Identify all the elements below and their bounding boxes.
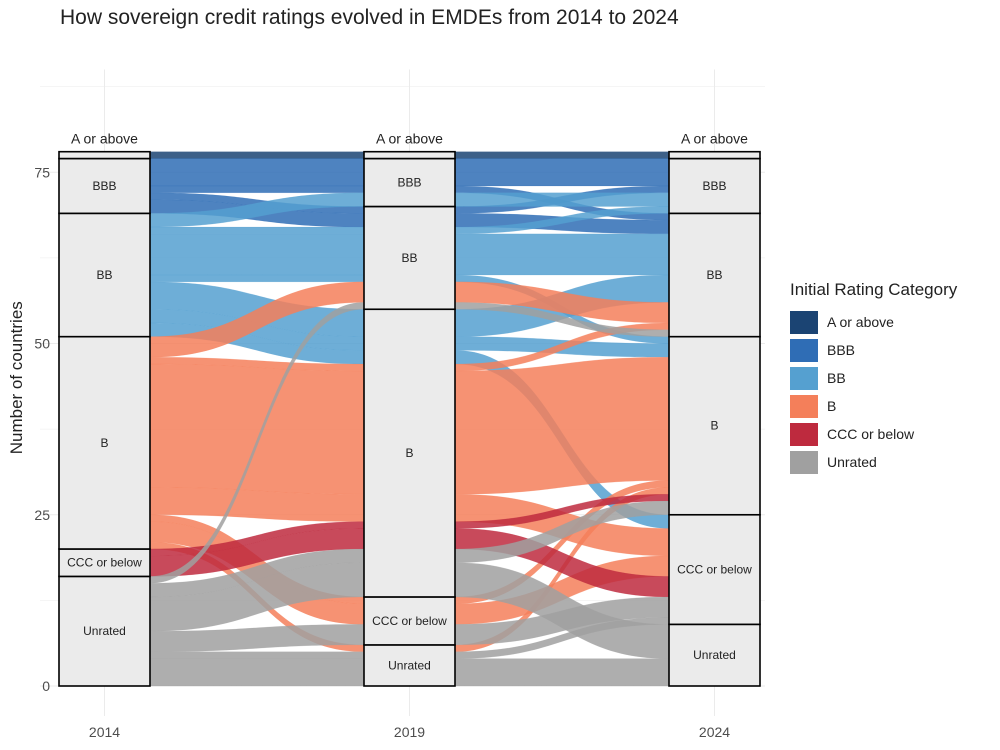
stratum-label: Unrated [83,624,126,638]
flow-ribbon [454,658,670,687]
stratum-box [363,150,456,160]
stratum-box [668,157,761,215]
legend-swatch [790,422,818,446]
flow-ribbon [149,233,365,276]
legend-swatch [790,450,818,474]
flow-ribbon [149,274,365,283]
stratum-label: A or above [71,131,138,147]
stratum-box [58,575,151,687]
legend-label: Unrated [827,454,877,470]
legend: Initial Rating Category A or above BBB BB B… [790,280,957,476]
flow-ribbon [454,233,670,276]
legend-swatch [790,366,818,390]
legend-label: CCC or below [827,426,915,442]
stratum-label: BB [706,268,722,282]
flow-ribbon [454,192,670,207]
flow-ribbon [149,151,365,159]
legend-label: BB [827,370,846,386]
legend-swatch [790,310,818,334]
legend-item: A or above [790,308,957,336]
stratum-label: CCC or below [67,556,142,570]
stratum-label: BB [96,268,112,282]
chart-title: How sovereign credit ratings evolved in … [60,6,679,29]
x-tick-label: 2019 [394,724,425,740]
flows [149,151,670,687]
stratum-label: BBB [92,179,116,193]
stratum-label: CCC or below [372,614,447,628]
legend-item: BBB [790,336,957,364]
stratum-label: A or above [376,131,443,147]
stratum-box [668,150,761,160]
flow-ribbon [454,158,670,187]
stratum-box [668,623,761,687]
y-tick-label: 0 [42,678,50,694]
stratum-box [668,335,761,516]
stratum-box [668,212,761,338]
stratum-label: BBB [702,179,726,193]
stratum-box [363,157,456,208]
legend-item: BB [790,364,957,392]
stratum-label: B [710,419,718,433]
flow-ribbon [149,158,365,187]
stratum-label: Unrated [693,648,736,662]
flow-ribbon [149,651,365,659]
flow-ribbon [149,226,365,235]
stratum-box [58,335,151,550]
legend-item: CCC or below [790,420,957,448]
flow-ribbon [149,658,365,687]
stratum-label: A or above [681,131,748,147]
legend-label: BBB [827,342,856,358]
stratum-box [363,308,456,598]
y-tick-label: 75 [34,164,50,180]
x-tick-label: 2024 [699,724,730,740]
stratum-label: BBB [397,176,421,190]
stratum-box [58,548,151,578]
stratum-label: B [405,446,413,460]
y-axis-title: Number of countries [7,301,26,454]
flow-ribbon [149,363,365,495]
legend-label: A or above [827,314,894,330]
flow-ribbon [454,151,670,159]
stratum-label: CCC or below [677,563,752,577]
stratum-box [668,513,761,626]
y-tick-label: 25 [34,507,50,523]
flow-ribbon [149,185,365,194]
legend-item: Unrated [790,448,957,476]
stratum-box [58,157,151,215]
legend-title: Initial Rating Category [790,280,958,299]
stratum-box [58,150,151,160]
legend-swatch [790,394,818,418]
stratum-label: Unrated [388,658,431,672]
legend-label: B [827,398,837,414]
legend-swatch [790,338,818,362]
y-tick-label: 50 [34,336,50,352]
legend-items: A or above BBB BB B CCC or below Unrated [790,308,957,476]
y-axis: 0 25 50 75 [34,164,50,694]
stratum-label: BB [401,251,417,265]
stratum-label: B [100,436,108,450]
stratum-box [363,205,456,311]
flow-ribbon [454,356,670,495]
x-tick-label: 2014 [89,724,120,740]
stratum-box [363,644,456,687]
x-axis: 2014 2019 2024 [89,724,730,740]
legend-item: B [790,392,957,420]
